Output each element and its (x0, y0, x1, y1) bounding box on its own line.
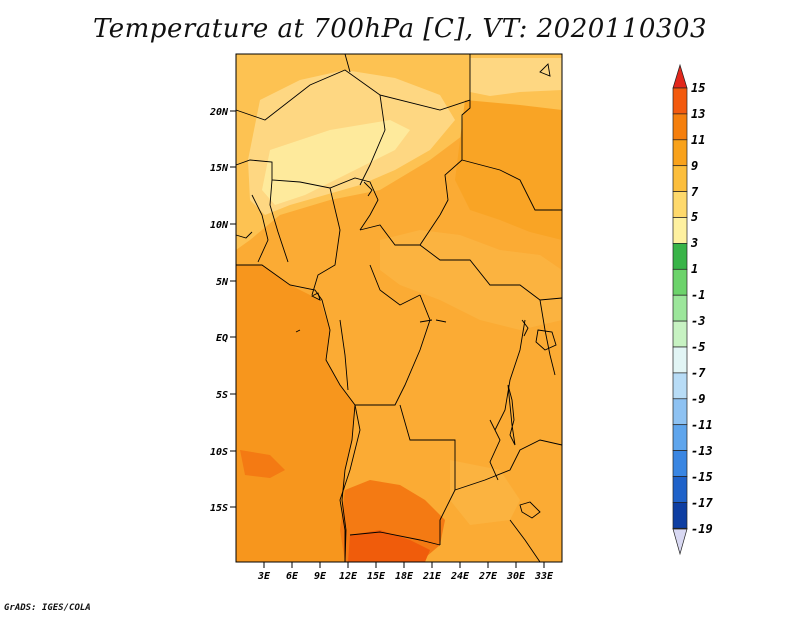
colorbar-segment (672, 476, 688, 503)
colorbar-segment (672, 139, 688, 167)
temperature-field-central (380, 230, 562, 330)
grads-credit: GrADS: IGES/COLA (4, 603, 91, 613)
colorbar-label: 15 (691, 81, 705, 95)
lat-label-10n: 10N (210, 220, 229, 231)
colorbar-segment (672, 320, 688, 348)
country-borders (235, 53, 563, 563)
longitude-axis (263, 562, 545, 568)
colorbar-label: 11 (691, 133, 705, 147)
temperature-field-sahara-paler (262, 120, 410, 205)
colorbar-segment (672, 243, 688, 270)
temperature-field-southwest-hot (240, 450, 285, 478)
colorbar-label: -13 (691, 444, 713, 458)
temperature-field-south-hotter (348, 530, 430, 562)
map-frame (235, 53, 563, 563)
latitude-axis (230, 110, 236, 508)
lon-label-33e: 33E (534, 571, 554, 582)
colorbar-label: -7 (691, 366, 706, 380)
map-panel: 20N 15N 10N 5N EQ 5S 10S 15S 3E 6E 9E (209, 53, 563, 582)
colorbar-label: 1 (691, 262, 698, 276)
temperature-field-ocean (236, 265, 355, 562)
colorbar-segment (672, 165, 688, 192)
colorbar (672, 63, 688, 556)
colorbar-segment (672, 346, 688, 374)
colorbar-label: -1 (691, 288, 705, 302)
colorbar-label: -17 (691, 496, 713, 510)
colorbar-label: -11 (691, 418, 713, 432)
lakes (295, 63, 557, 519)
lon-label-12e: 12E (339, 571, 358, 582)
lon-label-27e: 27E (478, 571, 498, 582)
lat-label-5s: 5S (216, 390, 228, 401)
colorbar-label: 9 (691, 159, 698, 173)
lat-label-eq: EQ (216, 333, 228, 344)
colorbar-bottom-triangle (672, 528, 688, 556)
colorbar-label: 7 (691, 185, 699, 199)
colorbar-label: 13 (691, 107, 705, 121)
colorbar-segment (672, 87, 688, 115)
temperature-field-south-light (450, 460, 520, 525)
lon-label-9e: 9E (314, 571, 327, 582)
lon-label-3e: 3E (257, 571, 271, 582)
colorbar-label: -3 (691, 314, 705, 328)
colorbar-segment (672, 398, 688, 426)
lon-label-15e: 15E (367, 571, 386, 582)
lon-label-24e: 24E (450, 571, 470, 582)
colorbar-segment (672, 217, 688, 244)
lon-label-30e: 30E (506, 571, 526, 582)
colorbar-label: 3 (690, 236, 698, 250)
colorbar-label: -5 (691, 340, 705, 354)
lat-label-15s: 15S (210, 503, 228, 514)
lat-label-20n: 20N (209, 107, 229, 118)
colorbar-segment (672, 268, 688, 296)
map-title: Temperature at 700hPa [C], VT: 202011030… (92, 14, 708, 44)
colorbar-label: -15 (691, 470, 713, 484)
coastline (236, 264, 356, 563)
colorbar-top-triangle (672, 63, 688, 89)
colorbar-label: 5 (691, 210, 698, 224)
lon-label-18e: 18E (395, 571, 414, 582)
colorbar-segment (672, 372, 688, 400)
lon-label-21e: 21E (422, 571, 442, 582)
temperature-field-ne-pale (470, 58, 562, 96)
lon-label-6e: 6E (286, 571, 299, 582)
colorbar-segment (672, 450, 688, 477)
lat-label-10s: 10S (210, 447, 228, 458)
colorbar-label: -19 (691, 522, 713, 536)
colorbar-segment (672, 113, 688, 141)
colorbar-segment (672, 294, 688, 322)
temperature-field-east-orange (455, 100, 562, 240)
lat-label-15n: 15N (210, 163, 229, 174)
colorbar-label: -9 (691, 392, 705, 406)
colorbar-segment (672, 424, 688, 451)
lat-label-5n: 5N (216, 277, 229, 288)
colorbar-segment (672, 191, 688, 218)
colorbar-segment (672, 502, 688, 529)
